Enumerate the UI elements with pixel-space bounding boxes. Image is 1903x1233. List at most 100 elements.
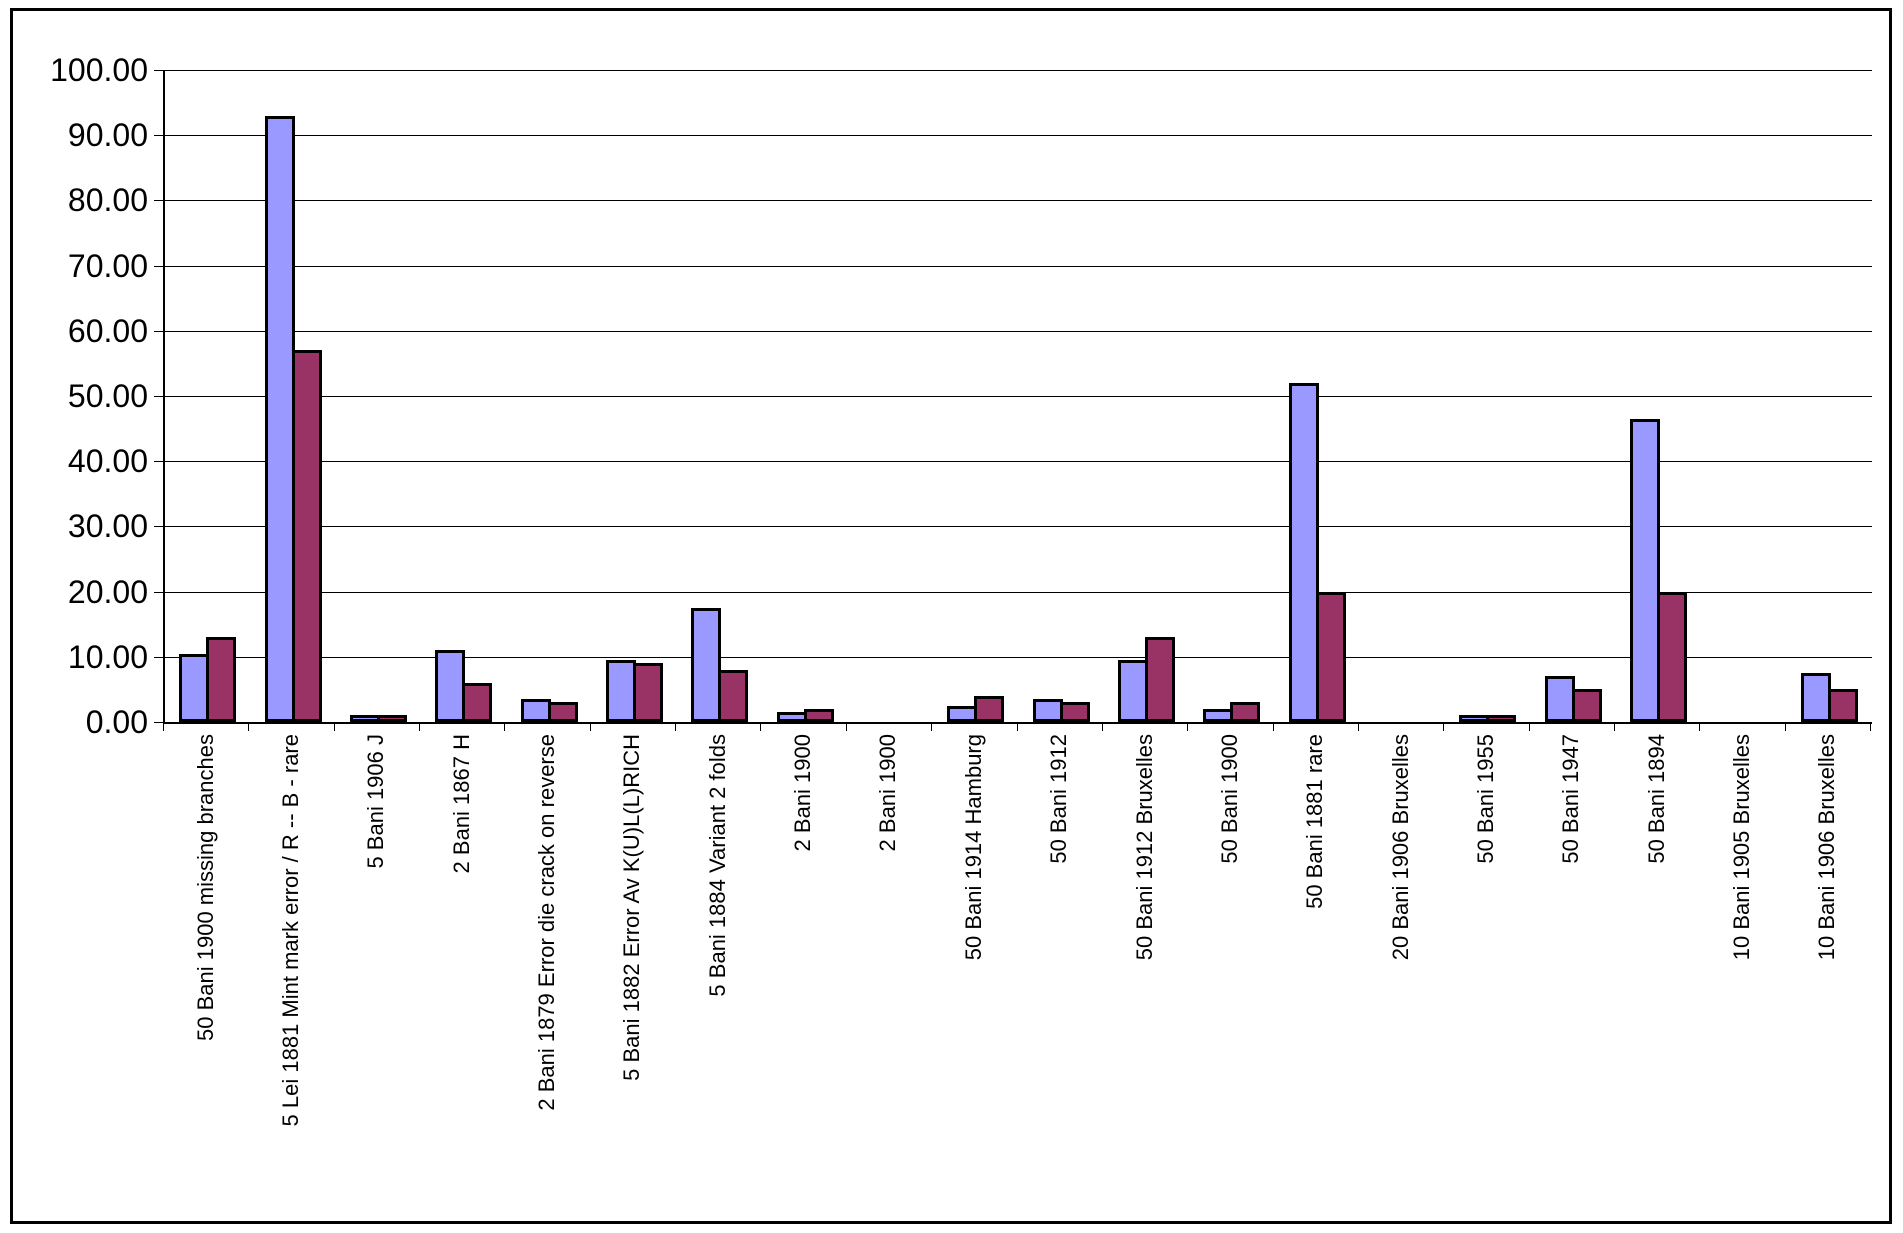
x-tick-mark [1016,722,1018,731]
y-tick-mark [154,722,163,723]
series-1-bar [179,653,210,722]
y-tick-label-100.00: 100.00 [50,52,148,88]
x-tick-mark [1101,722,1103,731]
x-category-label: 2 Bani 1879 Error die crack on reverse [504,734,589,1111]
y-tick-mark [154,461,163,463]
gridline-20 [165,591,1872,593]
x-category-label-text: 2 Bani 1867 H [448,734,474,874]
y-tick-label-70.00: 70.00 [67,247,148,284]
series-2-bar [1486,715,1517,722]
y-tick-label-90.00: 90.00 [67,117,148,154]
gridline-50 [165,396,1872,397]
y-tick-mark [154,330,163,332]
x-category-label-text: 50 Bani 1912 Bruxelles [1131,734,1157,961]
x-category-label: 50 Bani 1881 rare [1273,734,1358,909]
x-category-label: 20 Bani 1906 Bruxelles [1358,734,1443,960]
plot-area [163,70,1872,724]
x-category-label-text: 5 Bani 1884 Variant 2 folds [704,734,730,997]
x-tick-mark [760,722,762,731]
series-2-bar [206,637,237,722]
x-category-label-text: 50 Bani 1900 [1216,734,1242,864]
series-2-bar [376,715,407,722]
x-tick-mark [1272,722,1274,731]
series-1-bar [1630,418,1661,722]
x-category-label: 5 Bani 1884 Variant 2 folds [675,734,760,997]
x-category-label-text: 2 Bani 1879 Error die crack on reverse [534,734,560,1111]
series-2-bar [803,708,834,722]
x-category-label: 5 Bani 1906 J [334,734,419,869]
x-category-label: 50 Bani 1947 [1529,734,1614,864]
series-2-bar [1657,591,1688,722]
x-category-label-text: 10 Bani 1905 Bruxelles [1728,734,1754,961]
x-tick-mark [845,722,847,731]
y-tick-label-50.00: 50.00 [67,378,148,414]
x-category-label-text: 2 Bani 1900 [875,734,901,852]
y-tick-label-20.00: 20.00 [67,573,148,610]
series-1-bar [520,699,551,722]
series-1-bar [1118,660,1149,722]
series-2-bar [1059,702,1090,722]
series-2-bar [632,663,663,722]
y-tick-label-30.00: 30.00 [67,508,148,545]
series-1-bar [1544,676,1575,722]
x-category-label-text: 50 Bani 1894 [1643,734,1669,864]
gridline-40 [165,461,1872,463]
x-category-label-text: 2 Bani 1900 [790,734,816,852]
series-1-bar [605,660,636,722]
x-tick-mark [1443,722,1445,731]
x-tick-mark [1528,722,1530,731]
x-category-label-text: 50 Bani 1914 Hamburg [960,734,986,961]
series-1-bar [1203,708,1234,722]
y-tick-label-60.00: 60.00 [67,312,148,349]
x-tick-mark [1870,722,1871,731]
x-tick-mark [333,722,335,731]
x-tick-mark [1357,722,1359,731]
x-tick-mark [931,722,933,731]
x-category-label-text: 50 Bani 1912 [1046,734,1072,864]
y-tick-mark [154,591,163,593]
x-category-label: 5 Bani 1882 Error Av K(U)L(L)RICH [590,734,675,1081]
x-tick-mark [1187,722,1189,731]
x-category-label-text: 50 Bani 1900 missing branches [192,734,218,1041]
series-1-bar [1800,673,1831,722]
y-tick-mark [154,200,163,202]
x-category-label: 2 Bani 1900 [846,734,931,851]
x-tick-mark [1784,722,1786,731]
series-1-bar [349,715,380,722]
x-tick-mark [1613,722,1615,731]
series-1-bar [264,115,295,722]
series-2-bar [462,682,493,722]
x-category-label: 10 Bani 1905 Bruxelles [1699,734,1784,960]
x-category-label: 10 Bani 1906 Bruxelles [1785,734,1870,960]
x-tick-mark [675,722,677,731]
y-tick-mark [154,396,163,397]
x-category-label-text: 5 Lei 1881 Mint mark error / R -- B - ra… [278,734,304,1127]
y-tick-mark [154,70,163,71]
x-tick-mark [419,722,421,731]
x-category-label-text: 5 Bani 1882 Error Av K(U)L(L)RICH [619,734,645,1081]
series-1-bar [1032,699,1063,722]
series-1-bar [1459,715,1490,722]
series-2-bar [547,702,578,722]
series-2-bar [974,695,1005,722]
gridline-30 [165,526,1872,528]
gridline-70 [165,265,1872,267]
y-tick-mark [154,135,163,137]
x-category-label-text: 5 Bani 1906 J [363,734,389,869]
x-category-label: 5 Lei 1881 Mint mark error / R -- B - ra… [248,734,333,1126]
series-2-bar [1145,637,1176,722]
series-2-bar [1230,702,1261,722]
series-1-bar [947,705,978,722]
x-category-label-text: 20 Bani 1906 Bruxelles [1387,734,1413,961]
series-2-bar [1315,591,1346,722]
gridline-90 [165,135,1872,137]
gridline-10 [165,656,1872,658]
x-category-label-text: 50 Bani 1947 [1558,734,1584,864]
y-tick-label-10.00: 10.00 [67,638,148,675]
x-tick-mark [504,722,506,731]
y-tick-mark [154,265,163,267]
x-category-label: 50 Bani 1955 [1443,734,1528,864]
x-category-label: 50 Bani 1894 [1614,734,1699,864]
y-tick-label-40.00: 40.00 [67,443,148,480]
series-1-bar [776,712,807,722]
